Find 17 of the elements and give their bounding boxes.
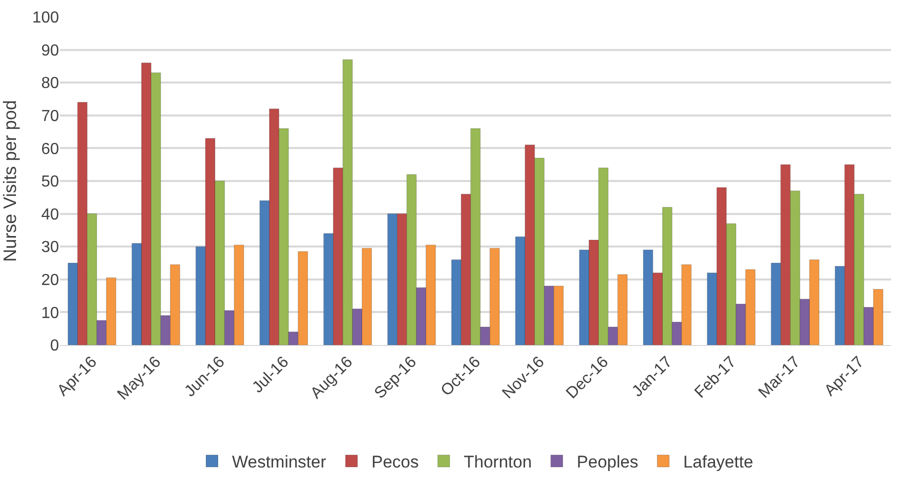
y-tick-label: 100: [32, 10, 60, 27]
y-tick-label: 30: [41, 239, 60, 256]
legend-label: Westminster: [232, 452, 326, 472]
legend-label: Peoples: [576, 452, 638, 472]
y-tick-label: 0: [50, 338, 60, 355]
legend-label: Pecos: [371, 452, 419, 472]
y-tick-label: 50: [41, 174, 60, 191]
y-tick-label: 70: [41, 108, 60, 125]
y-tick-label: 90: [41, 42, 60, 60]
legend-label: Lafayette: [683, 452, 754, 472]
y-tick-label: 10: [41, 304, 60, 322]
legend-label: Thornton: [464, 452, 532, 472]
y-tick-label: 60: [41, 140, 60, 158]
y-tick-label: 40: [41, 206, 60, 224]
y-tick-label: 80: [41, 75, 60, 92]
y-tick-label: 20: [41, 272, 60, 289]
y-axis-title: Nurse Visits per pod: [0, 100, 20, 262]
